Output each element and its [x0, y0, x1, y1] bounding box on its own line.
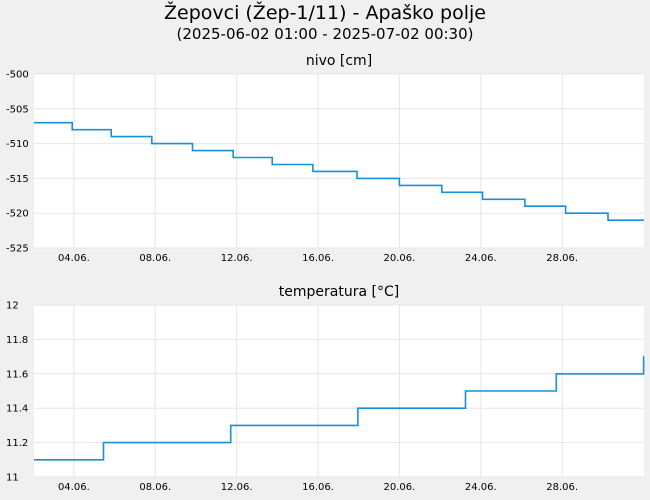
x-tick-label: 04.06. [58, 482, 90, 493]
y-tick-label: -500 [6, 70, 29, 81]
page-subtitle: (2025-06-02 01:00 - 2025-07-02 00:30) [176, 25, 474, 43]
y-tick-label: -510 [6, 139, 29, 150]
y-tick-label: 11 [6, 473, 19, 484]
x-tick-label: 12.06. [221, 253, 253, 264]
plot-area [34, 74, 644, 248]
series-line [34, 121, 644, 221]
y-tick-label: 12 [6, 301, 19, 312]
y-tick-label: -520 [6, 209, 29, 220]
x-tick-label: 20.06. [384, 253, 416, 264]
x-tick-label: 24.06. [465, 253, 497, 264]
x-tick-label: 28.06. [546, 482, 578, 493]
y-tick-label: 11.8 [6, 335, 28, 346]
y-tick-label: -515 [6, 174, 29, 185]
y-tick-label: -525 [6, 244, 29, 255]
x-tick-label: 24.06. [465, 482, 497, 493]
page-title: Žepovci (Žep-1/11) - Apaško polje [164, 2, 486, 24]
y-tick-label: 11.2 [6, 438, 28, 449]
x-tick-label: 28.06. [546, 253, 578, 264]
x-tick-label: 08.06. [139, 482, 171, 493]
x-tick-label: 16.06. [302, 253, 334, 264]
y-tick-label: 11.6 [6, 369, 28, 380]
x-tick-label: 16.06. [302, 482, 334, 493]
x-tick-label: 12.06. [221, 482, 253, 493]
y-tick-label: -505 [6, 104, 29, 115]
series-line [34, 355, 645, 461]
x-tick-label: 08.06. [139, 253, 171, 264]
x-tick-label: 04.06. [58, 253, 90, 264]
y-tick-label: 11.4 [6, 404, 28, 415]
x-tick-label: 20.06. [384, 482, 416, 493]
chart-title: temperatura [°C] [279, 284, 399, 300]
chart-title: nivo [cm] [306, 53, 372, 69]
